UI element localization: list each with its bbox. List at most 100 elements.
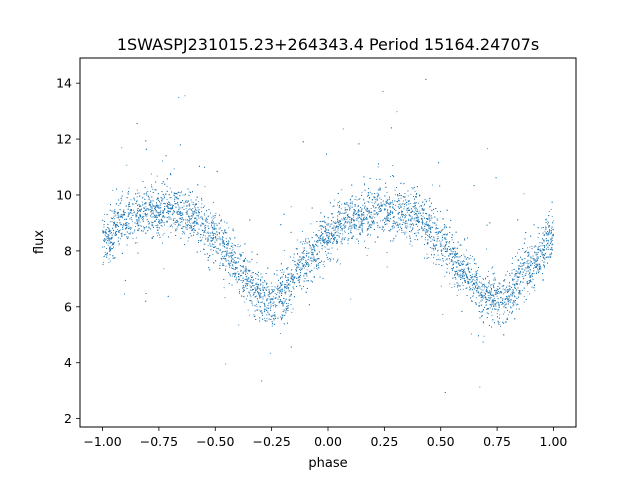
- data-point: [392, 165, 394, 166]
- data-point: [108, 235, 110, 237]
- data-point: [475, 271, 477, 272]
- data-point: [522, 275, 524, 277]
- data-point: [128, 206, 130, 208]
- data-point: [201, 216, 203, 218]
- data-point: [369, 211, 371, 213]
- data-point: [359, 233, 361, 235]
- data-point: [155, 205, 157, 207]
- data-point: [281, 282, 283, 284]
- data-point: [482, 297, 484, 299]
- data-point: [427, 235, 429, 236]
- data-point: [470, 257, 472, 259]
- data-point: [138, 192, 140, 194]
- data-point: [120, 238, 121, 240]
- data-point: [145, 209, 147, 211]
- data-point: [361, 215, 363, 217]
- data-point: [419, 195, 421, 197]
- data-point: [204, 215, 206, 217]
- data-point: [551, 236, 553, 238]
- data-point: [336, 248, 338, 250]
- data-point: [521, 290, 523, 291]
- data-point: [386, 216, 388, 218]
- data-point: [404, 217, 406, 219]
- data-point: [500, 325, 502, 327]
- data-point: [175, 228, 177, 230]
- data-point: [407, 225, 409, 227]
- data-point: [270, 306, 272, 308]
- data-point: [539, 267, 541, 269]
- data-point: [150, 200, 151, 202]
- data-point: [433, 238, 435, 240]
- data-point: [150, 190, 152, 192]
- data-point: [473, 259, 475, 261]
- data-point: [427, 229, 429, 231]
- data-point: [419, 206, 421, 208]
- data-point: [331, 228, 333, 230]
- data-point: [496, 288, 498, 290]
- data-point: [477, 270, 478, 271]
- data-point: [367, 192, 369, 193]
- data-point: [454, 286, 455, 288]
- data-point: [379, 208, 381, 210]
- data-point: [352, 224, 354, 226]
- data-point: [128, 187, 130, 189]
- data-point: [418, 202, 419, 204]
- data-point: [251, 289, 253, 291]
- data-point: [310, 247, 312, 249]
- data-point: [505, 321, 507, 323]
- data-point: [224, 247, 226, 249]
- data-point: [502, 300, 503, 301]
- data-point: [154, 207, 156, 209]
- data-point: [402, 221, 404, 223]
- data-point: [273, 314, 275, 316]
- data-point: [232, 257, 234, 259]
- data-point: [108, 258, 110, 260]
- data-point: [245, 269, 247, 271]
- data-point: [285, 283, 287, 285]
- data-point: [309, 271, 311, 273]
- data-point: [182, 231, 184, 232]
- data-point: [274, 292, 276, 294]
- data-point: [550, 208, 552, 210]
- data-point: [534, 261, 536, 263]
- data-point: [164, 207, 165, 209]
- data-point: [244, 268, 246, 270]
- data-point: [283, 250, 285, 252]
- data-point: [263, 308, 265, 310]
- data-point: [353, 215, 355, 216]
- data-point: [403, 200, 404, 202]
- data-point: [377, 195, 379, 197]
- data-point: [411, 187, 413, 189]
- data-point: [144, 193, 146, 195]
- data-point: [140, 205, 142, 207]
- data-point: [486, 148, 488, 150]
- data-point: [110, 248, 112, 249]
- data-point: [425, 222, 427, 224]
- data-point: [508, 295, 510, 297]
- data-point: [544, 226, 546, 228]
- data-point: [138, 219, 140, 221]
- data-point: [527, 263, 529, 265]
- data-point: [316, 268, 318, 270]
- data-point: [416, 209, 418, 211]
- data-point: [466, 274, 468, 276]
- data-point: [126, 164, 128, 166]
- data-point: [185, 207, 187, 209]
- data-point: [309, 247, 311, 249]
- data-point: [313, 231, 315, 233]
- data-point: [540, 245, 542, 247]
- data-point: [157, 212, 159, 214]
- data-point: [308, 242, 310, 243]
- data-point: [518, 293, 520, 295]
- data-point: [326, 224, 328, 226]
- data-point: [135, 214, 137, 216]
- data-point: [203, 232, 205, 234]
- data-point: [415, 210, 417, 212]
- data-point: [516, 276, 518, 278]
- data-point: [481, 295, 483, 297]
- data-point: [336, 224, 338, 226]
- data-point: [546, 240, 548, 241]
- data-point: [145, 208, 147, 210]
- data-point: [200, 216, 201, 218]
- data-point: [303, 267, 305, 269]
